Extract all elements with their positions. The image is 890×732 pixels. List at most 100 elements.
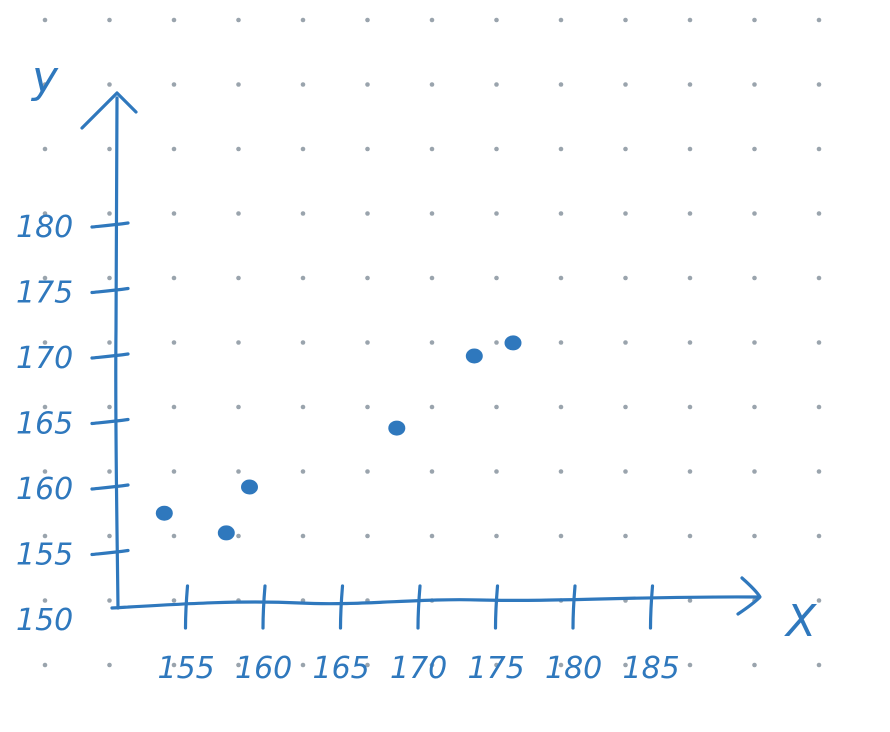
grid-dot bbox=[687, 533, 693, 539]
grid-dot bbox=[107, 340, 112, 345]
grid-dot bbox=[752, 662, 757, 668]
grid-dot bbox=[623, 17, 628, 23]
grid-dot bbox=[171, 340, 177, 345]
x-tick-mark bbox=[493, 584, 500, 630]
grid-dot bbox=[300, 146, 306, 152]
grid-dot bbox=[171, 404, 177, 410]
grid-dot bbox=[300, 662, 306, 668]
y-tick-label: 170 bbox=[16, 341, 73, 376]
grid-dot bbox=[107, 469, 112, 474]
grid-dot bbox=[816, 275, 822, 281]
grid-dot bbox=[171, 17, 177, 23]
grid-dot bbox=[558, 662, 564, 668]
data-point bbox=[155, 505, 173, 521]
grid-dot bbox=[171, 275, 177, 281]
x-axis-label: X bbox=[784, 596, 817, 647]
grid-dot bbox=[300, 275, 306, 281]
grid-dot bbox=[752, 275, 757, 281]
grid-dot bbox=[429, 533, 435, 539]
grid-dot bbox=[752, 533, 757, 539]
grid-dot bbox=[42, 598, 48, 603]
grid-dot bbox=[623, 404, 628, 410]
x-tick-mark bbox=[261, 584, 267, 630]
grid-dot bbox=[429, 82, 435, 87]
grid-dot bbox=[816, 469, 822, 474]
grid-dot bbox=[171, 469, 177, 474]
grid-dot bbox=[365, 404, 370, 410]
y-tick-mark bbox=[90, 286, 130, 295]
grid-dot bbox=[623, 146, 628, 152]
y-axis-ticks: 150 155 160 165 170 175 180 bbox=[16, 210, 130, 638]
grid-dot bbox=[429, 146, 435, 152]
grid-dot bbox=[300, 17, 306, 23]
grid-dot bbox=[816, 82, 822, 87]
grid-dot bbox=[171, 598, 177, 603]
y-tick-mark bbox=[90, 221, 130, 229]
grid-dot bbox=[687, 340, 693, 345]
grid-dot bbox=[107, 146, 112, 152]
grid-dot bbox=[558, 404, 564, 410]
grid-dot bbox=[494, 662, 499, 668]
data-point bbox=[217, 525, 235, 541]
grid-dot bbox=[687, 469, 693, 474]
grid-dot bbox=[494, 340, 499, 345]
x-tick-mark bbox=[648, 584, 655, 630]
y-tick-label: 155 bbox=[16, 538, 73, 573]
data-point bbox=[388, 420, 406, 436]
grid-dot bbox=[752, 340, 757, 345]
grid-dot bbox=[171, 662, 177, 668]
grid-dot bbox=[42, 82, 48, 87]
grid-dot bbox=[558, 275, 564, 281]
grid-dot bbox=[816, 340, 822, 345]
grid-dot bbox=[42, 275, 48, 281]
grid-dot bbox=[236, 340, 241, 345]
grid-dot bbox=[42, 17, 48, 23]
grid-dot bbox=[42, 533, 48, 539]
grid-dot bbox=[236, 82, 241, 87]
x-tick-label: 160 bbox=[235, 651, 292, 686]
x-axis-arrowhead bbox=[736, 576, 762, 616]
grid-dot bbox=[494, 469, 499, 474]
grid-dot bbox=[107, 275, 112, 281]
x-tick-label: 175 bbox=[468, 651, 525, 686]
grid-dot bbox=[687, 146, 693, 152]
grid-dot bbox=[558, 533, 564, 539]
grid-dot bbox=[687, 82, 693, 87]
grid-dot bbox=[558, 146, 564, 152]
grid-dot bbox=[429, 17, 435, 23]
x-tick-label: 155 bbox=[158, 651, 215, 686]
grid-dot bbox=[687, 275, 693, 281]
grid-dot bbox=[623, 82, 628, 87]
grid-dot bbox=[687, 598, 693, 603]
y-tick-label: 165 bbox=[16, 407, 73, 442]
grid-dot bbox=[816, 146, 822, 152]
y-axis-label: y bbox=[30, 52, 59, 103]
x-tick-mark bbox=[571, 584, 577, 630]
grid-dot bbox=[494, 404, 499, 410]
grid-dot bbox=[752, 404, 757, 410]
x-tick-label: 170 bbox=[390, 651, 447, 686]
grid-dot bbox=[623, 340, 628, 345]
grid-dot bbox=[623, 662, 628, 668]
x-tick-mark bbox=[416, 584, 422, 630]
grid-dot bbox=[107, 404, 112, 410]
grid-dot bbox=[365, 662, 370, 668]
x-tick-mark bbox=[183, 584, 190, 630]
grid-dot bbox=[752, 82, 757, 87]
grid-dot bbox=[558, 17, 564, 23]
grid-dot bbox=[236, 275, 241, 281]
grid-dot bbox=[300, 340, 306, 345]
grid-dot bbox=[236, 146, 241, 152]
grid-dot bbox=[816, 17, 822, 23]
grid-dot bbox=[365, 275, 370, 281]
grid-dot bbox=[365, 469, 370, 474]
x-tick-mark bbox=[338, 584, 345, 630]
grid-dot bbox=[429, 340, 435, 345]
y-tick-mark bbox=[90, 352, 130, 360]
grid-dot bbox=[236, 662, 241, 668]
grid-dot bbox=[816, 211, 822, 216]
data-points bbox=[155, 335, 522, 541]
grid-dot bbox=[623, 211, 628, 216]
grid-dot bbox=[429, 469, 435, 474]
